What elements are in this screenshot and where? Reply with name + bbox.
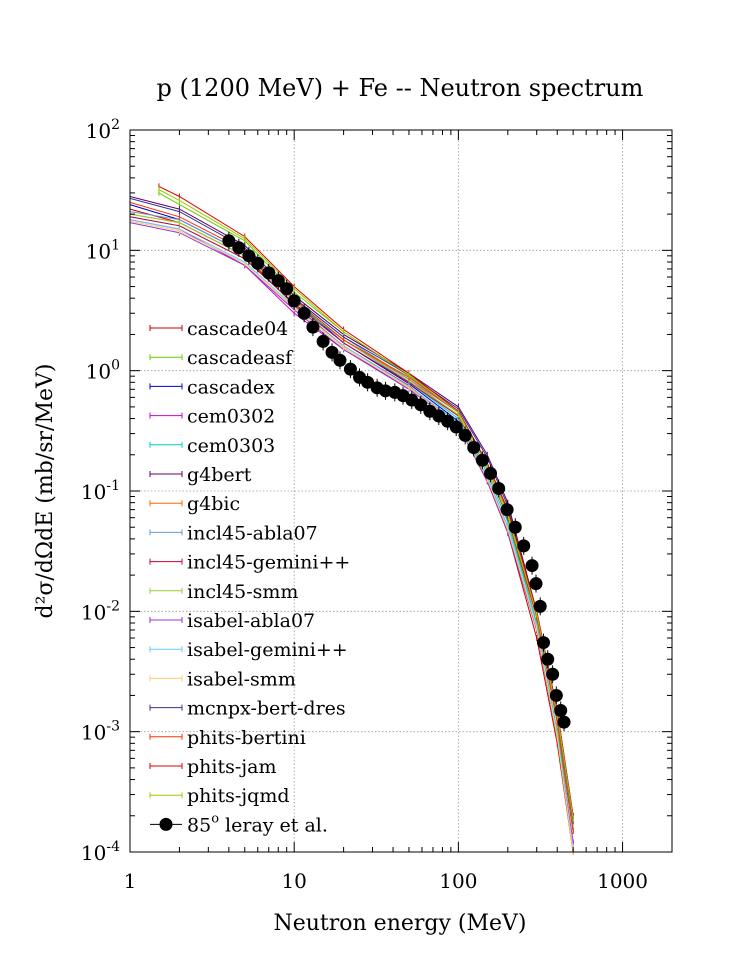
x-tick-label: 1 bbox=[124, 869, 137, 893]
exp-point bbox=[251, 256, 265, 270]
exp-point bbox=[533, 599, 547, 613]
exp-point bbox=[325, 345, 339, 359]
exp-point bbox=[508, 520, 522, 534]
legend-label: cem0303 bbox=[187, 435, 275, 457]
exp-point bbox=[222, 234, 236, 248]
exp-point bbox=[549, 688, 563, 702]
x-tick-label: 10 bbox=[281, 869, 306, 893]
exp-point bbox=[557, 715, 571, 729]
exp-point bbox=[280, 282, 294, 296]
legend-label: phits-jam bbox=[187, 756, 277, 778]
legend-entry: incl45-abla07 bbox=[149, 522, 318, 544]
series-line bbox=[158, 185, 574, 816]
legend-label: cascadex bbox=[187, 376, 275, 398]
legend-label: phits-bertini bbox=[187, 727, 306, 749]
experimental-points bbox=[222, 231, 571, 732]
legend-label: phits-jqmd bbox=[187, 785, 290, 807]
legend-entry: cem0303 bbox=[149, 435, 275, 457]
y-tick-label: 10-3 bbox=[81, 719, 120, 745]
legend-label: incl45-smm bbox=[187, 581, 298, 603]
exp-point bbox=[262, 266, 276, 280]
exp-point bbox=[232, 241, 246, 255]
exp-point bbox=[449, 420, 463, 434]
y-tick-label: 100 bbox=[86, 358, 120, 384]
legend-entry: isabel-abla07 bbox=[149, 610, 315, 632]
legend-label: incl45-gemini++ bbox=[187, 552, 350, 574]
chart-title: p (1200 MeV) + Fe -- Neutron spectrum bbox=[157, 74, 644, 102]
legend-label: isabel-abla07 bbox=[187, 610, 315, 632]
legend-label: cascadeasf bbox=[187, 347, 294, 369]
legend-entry: phits-jqmd bbox=[149, 785, 290, 807]
legend-label: mcnpx-bert-dres bbox=[187, 698, 346, 720]
legend-entry: isabel-smm bbox=[149, 668, 296, 690]
exp-point bbox=[414, 398, 428, 412]
exp-point bbox=[242, 249, 256, 263]
legend-entry: incl45-smm bbox=[149, 581, 298, 603]
exp-point bbox=[525, 559, 539, 573]
exp-point bbox=[287, 294, 301, 308]
legend-entry: g4bert bbox=[149, 464, 252, 486]
legend-label: isabel-smm bbox=[187, 668, 296, 690]
model-series bbox=[129, 183, 574, 855]
exp-point bbox=[500, 503, 514, 517]
exp-point bbox=[546, 667, 560, 681]
exp-point bbox=[517, 539, 531, 553]
exp-point bbox=[475, 453, 489, 467]
legend: cascade04 cascadeasf cascadex cem0302 cem030… bbox=[149, 318, 350, 836]
legend-entry-experimental: 85o leray et al. bbox=[150, 811, 328, 836]
legend-label: cascade04 bbox=[187, 318, 288, 340]
exp-point bbox=[492, 481, 506, 495]
exp-point bbox=[343, 362, 357, 376]
legend-entry: phits-jam bbox=[149, 756, 277, 778]
x-axis-label: Neutron energy (MeV) bbox=[273, 911, 526, 936]
legend-label: isabel-gemini++ bbox=[187, 639, 348, 661]
exp-point bbox=[537, 636, 551, 650]
exp-point bbox=[554, 703, 568, 717]
y-tick-label: 10-1 bbox=[81, 478, 120, 504]
y-tick-label: 10-4 bbox=[81, 839, 120, 865]
y-tick-label: 101 bbox=[86, 237, 120, 263]
exp-point bbox=[316, 334, 330, 348]
exp-point bbox=[306, 320, 320, 334]
y-tick-label: 10-2 bbox=[81, 598, 120, 624]
legend-entry: cascadex bbox=[149, 376, 275, 398]
exp-point bbox=[333, 353, 347, 367]
exp-point bbox=[297, 306, 311, 320]
legend-entry: mcnpx-bert-dres bbox=[149, 698, 346, 720]
legend-entry: isabel-gemini++ bbox=[149, 639, 348, 661]
axis-ticks: 1 10 100 1000 102 101 100 10-1 10-2 10-3 10-4 bbox=[81, 117, 673, 893]
exp-point bbox=[467, 440, 481, 454]
x-tick-label: 1000 bbox=[597, 869, 648, 893]
exp-point bbox=[458, 428, 472, 442]
y-axis-label: d²σ/dΩdE (mb/sr/MeV) bbox=[33, 364, 58, 619]
legend-entry: incl45-gemini++ bbox=[149, 552, 350, 574]
legend-label: incl45-abla07 bbox=[187, 522, 318, 544]
legend-entry: g4bic bbox=[149, 493, 240, 515]
exp-point bbox=[361, 375, 375, 389]
legend-label: g4bic bbox=[187, 493, 240, 515]
legend-entry: cem0302 bbox=[149, 406, 275, 428]
y-tick-label: 102 bbox=[86, 117, 120, 143]
legend-label-experimental: 85o leray et al. bbox=[187, 811, 328, 836]
exp-point bbox=[484, 466, 498, 480]
exp-point bbox=[541, 652, 555, 666]
series-line bbox=[158, 189, 574, 819]
legend-marker bbox=[159, 817, 173, 831]
exp-point bbox=[529, 577, 543, 591]
legend-entry: cascadeasf bbox=[149, 347, 294, 369]
legend-label: cem0302 bbox=[187, 406, 275, 428]
x-tick-label: 100 bbox=[439, 869, 477, 893]
legend-label: g4bert bbox=[187, 464, 252, 486]
grid bbox=[130, 130, 672, 852]
legend-entry: phits-bertini bbox=[149, 727, 306, 749]
exp-point bbox=[271, 274, 285, 288]
legend-entry: cascade04 bbox=[149, 318, 288, 340]
